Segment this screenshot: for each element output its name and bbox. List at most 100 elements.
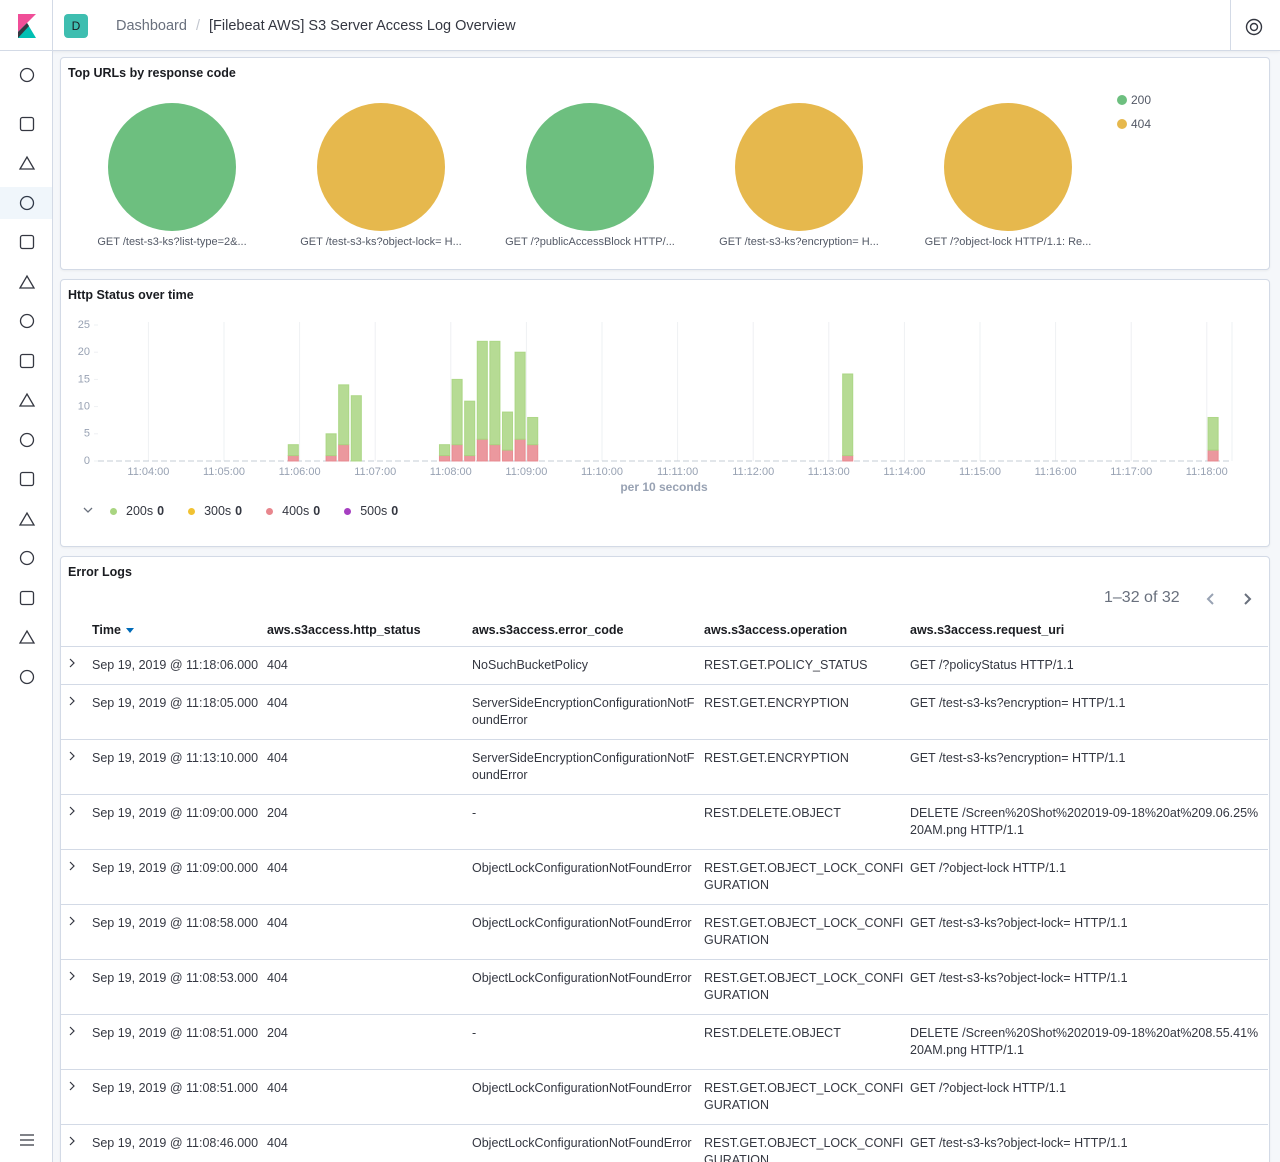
- pie-slice: [735, 103, 863, 231]
- expand-icon[interactable]: [67, 970, 77, 982]
- legend-label[interactable]: 200: [1131, 93, 1151, 107]
- expand-icon[interactable]: [67, 1135, 77, 1147]
- legend-value: 0: [235, 504, 243, 518]
- pagination: 1–32 of 32: [1104, 589, 1180, 606]
- nav-icon[interactable]: [19, 116, 35, 132]
- table-cell: GET /test-s3-ks?object-lock= HTTP/1.1: [910, 904, 1268, 960]
- table-cell: GET /test-s3-ks?encryption= HTTP/1.1: [910, 684, 1268, 740]
- nav-icon[interactable]: [19, 234, 35, 250]
- legend-item[interactable]: 300s 0: [188, 504, 242, 518]
- nav-icon[interactable]: [18, 274, 36, 289]
- bar-segment: [1207, 449, 1219, 462]
- nav-icon[interactable]: [18, 392, 36, 407]
- nav-icon[interactable]: [18, 155, 36, 170]
- y-tick-label: 10: [78, 401, 90, 413]
- expand-icon[interactable]: [67, 657, 77, 669]
- icon-shape: [19, 67, 35, 83]
- charts-layer: GET /test-s3-ks?list-type=2&... GET /test…: [78, 93, 1233, 494]
- pager-arrows[interactable]: [1201, 591, 1261, 607]
- nav-icon[interactable]: [19, 353, 35, 369]
- bar-segment: [325, 433, 337, 457]
- table-row: Sep 19, 2019 @ 11:09:00.000 204- REST.DELE…: [61, 794, 1268, 850]
- nav-icon[interactable]: [19, 471, 35, 487]
- icon-shape: [19, 353, 35, 369]
- nav-icons: [0, 67, 52, 1146]
- expand-icon[interactable]: [67, 1025, 77, 1037]
- table-cell: ServerSideEncryptionConfigurationNotFoun…: [472, 684, 704, 740]
- column-header[interactable]: aws.s3access.error_code: [472, 613, 704, 647]
- legend-label: 300s: [204, 504, 232, 518]
- legend-item[interactable]: 200s 0: [110, 504, 164, 518]
- x-tick-label: 11:10:00: [581, 466, 623, 478]
- legend-item[interactable]: 500s 0: [344, 504, 398, 518]
- sort-icon[interactable]: [124, 626, 136, 634]
- nav-icon[interactable]: [18, 511, 36, 526]
- expand-icon[interactable]: [67, 1080, 77, 1092]
- table-row: Sep 19, 2019 @ 11:08:58.000 404 ObjectLock…: [61, 904, 1268, 960]
- expand-cell: [61, 1014, 92, 1070]
- icon-shape: [19, 550, 35, 566]
- expand-icon[interactable]: [67, 860, 77, 872]
- icon-shape: [19, 195, 35, 211]
- bar-segment: [514, 351, 526, 440]
- icon-shape: [19, 432, 35, 448]
- column-header[interactable]: aws.s3access.request_uri: [910, 613, 1268, 647]
- expand-cell: [61, 739, 92, 795]
- legend-toggle[interactable]: [80, 505, 110, 517]
- nav-icon[interactable]: [19, 550, 35, 566]
- nav-icon[interactable]: [19, 195, 35, 211]
- bar-segment: [438, 455, 451, 462]
- table-cell: Sep 19, 2019 @ 11:08:58.000: [92, 904, 267, 960]
- table-row: Sep 19, 2019 @ 11:08:53.000 404 ObjectLock…: [61, 959, 1268, 1015]
- icon-shape: [19, 590, 35, 606]
- table-cell: 404: [267, 959, 472, 1015]
- expand-icon[interactable]: [67, 695, 77, 707]
- nav-icon[interactable]: [19, 590, 35, 606]
- bar-segment: [501, 411, 514, 451]
- x-tick-label: 11:05:00: [203, 466, 245, 478]
- expand-cell: [61, 849, 92, 905]
- nav-icon[interactable]: [19, 432, 35, 448]
- panel-title: Http Status over time: [68, 288, 194, 302]
- breadcrumb[interactable]: Dashboard: [116, 18, 187, 34]
- column-header[interactable]: aws.s3access.operation: [704, 613, 910, 647]
- bar-segment: [338, 444, 350, 462]
- legend-label[interactable]: 404: [1131, 117, 1151, 131]
- panel-title: Top URLs by response code: [68, 66, 236, 80]
- pie-label: GET /test-s3-ks?list-type=2&...: [97, 236, 246, 248]
- legend-item[interactable]: 400s 0: [266, 504, 320, 518]
- bar-segment: [464, 400, 476, 457]
- expand-cell: [61, 1124, 92, 1162]
- help-icon[interactable]: [1244, 17, 1264, 37]
- side-nav: [0, 51, 53, 1162]
- table-row: Sep 19, 2019 @ 11:13:10.000 404 ServerSide…: [61, 739, 1268, 795]
- nav-icon[interactable]: [18, 629, 36, 644]
- expand-cell: [61, 904, 92, 960]
- nav-icon[interactable]: [19, 313, 35, 329]
- y-tick-label: 25: [78, 319, 90, 331]
- bar-segment: [501, 449, 514, 462]
- expand-icon[interactable]: [67, 750, 77, 762]
- bar-segment: [464, 455, 476, 462]
- nav-icon[interactable]: [19, 669, 35, 685]
- table-cell: -: [472, 794, 704, 850]
- table-cell: 404: [267, 849, 472, 905]
- table-cell: REST.GET.POLICY_STATUS: [704, 646, 910, 685]
- panel: Http Status over time: [60, 279, 1270, 547]
- expand-icon[interactable]: [67, 805, 77, 817]
- column-header[interactable]: Time: [92, 613, 267, 647]
- pie-slice: [526, 103, 654, 231]
- kibana-logo[interactable]: [14, 12, 42, 40]
- nav-icon[interactable]: [19, 67, 35, 83]
- bar-segment: [287, 444, 299, 457]
- column-header[interactable]: aws.s3access.http_status: [267, 613, 472, 647]
- table-cell: GET /?object-lock HTTP/1.1: [910, 849, 1268, 905]
- space-avatar[interactable]: D: [64, 14, 88, 38]
- expand-icon[interactable]: [67, 915, 77, 927]
- x-tick-label: 11:07:00: [354, 466, 396, 478]
- bar-segment: [451, 444, 463, 462]
- x-tick-label: 11:18:00: [1186, 466, 1228, 478]
- top-bar: D Dashboard / [Filebeat AWS] S3 Server A…: [0, 0, 1280, 51]
- x-axis-label: per 10 seconds: [620, 480, 708, 494]
